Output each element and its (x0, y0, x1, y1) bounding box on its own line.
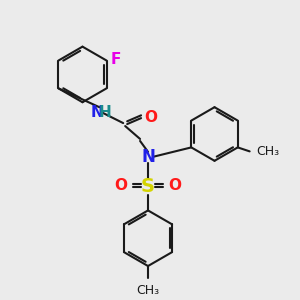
Text: CH₃: CH₃ (136, 284, 160, 297)
Text: H: H (99, 105, 112, 120)
Text: F: F (110, 52, 121, 67)
Text: O: O (115, 178, 128, 193)
Text: O: O (168, 178, 181, 193)
Text: O: O (145, 110, 158, 124)
Text: N: N (141, 148, 155, 166)
Text: N: N (91, 105, 104, 120)
Text: CH₃: CH₃ (256, 145, 280, 158)
Text: S: S (141, 177, 155, 196)
